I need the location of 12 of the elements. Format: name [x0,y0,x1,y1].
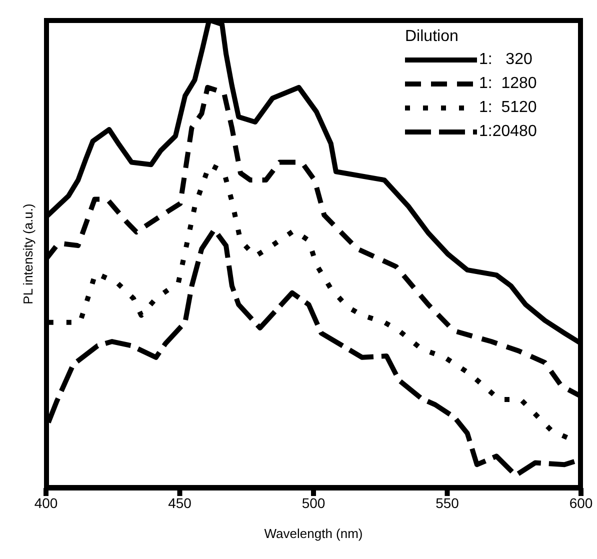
legend-label: 1:20480 [479,123,537,141]
x-tick-label: 550 [436,494,460,511]
x-tick-label: 600 [569,494,593,511]
legend-label: 1: 1280 [479,75,537,93]
legend-label: 1: 5120 [479,99,537,117]
x-tick-label: 450 [168,494,192,511]
legend-title: Dilution [405,28,460,46]
y-axis-title: PL intensity (a.u.) [20,204,36,304]
x-axis-title: Wavelength (nm) [264,526,363,541]
x-tick-label: 400 [34,494,58,511]
legend-label: 1: 320 [479,51,532,69]
x-tick-label: 500 [302,494,326,511]
